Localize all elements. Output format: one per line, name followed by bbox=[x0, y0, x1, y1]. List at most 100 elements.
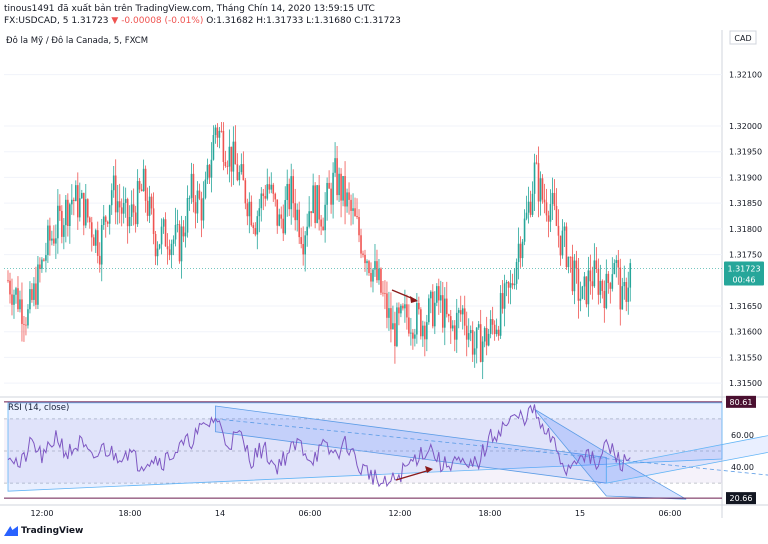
candle-body bbox=[192, 173, 195, 203]
candle-body bbox=[455, 312, 458, 340]
candle-body bbox=[110, 190, 113, 206]
candle-body bbox=[370, 273, 372, 282]
current-price-label: 1.31723 bbox=[727, 264, 760, 273]
price-tick-label: 1.31850 bbox=[729, 199, 762, 208]
candle-body bbox=[603, 291, 606, 309]
candle-body bbox=[629, 263, 632, 288]
price-tick-label: 1.31750 bbox=[729, 251, 762, 260]
candle-body bbox=[531, 193, 534, 215]
candle-body bbox=[15, 288, 17, 295]
candle-body bbox=[130, 204, 133, 217]
candle-body bbox=[23, 323, 25, 325]
candle-body bbox=[43, 259, 45, 261]
candle-body bbox=[515, 262, 518, 284]
candle-body bbox=[505, 282, 508, 284]
candle-body bbox=[338, 173, 340, 196]
candle-body bbox=[420, 309, 422, 337]
candle-body bbox=[372, 269, 374, 282]
candle-body bbox=[172, 239, 175, 244]
candle-body bbox=[366, 261, 368, 264]
candle-body bbox=[354, 208, 356, 217]
price-tick-label: 1.31900 bbox=[729, 173, 762, 182]
candle-body bbox=[497, 329, 500, 336]
candle-body bbox=[410, 332, 412, 334]
candle-body bbox=[394, 323, 396, 347]
price-tick-label: 1.31550 bbox=[729, 353, 762, 362]
time-tick-label: 12:00 bbox=[30, 509, 53, 518]
candle-body bbox=[623, 282, 626, 287]
candle-body bbox=[252, 225, 255, 229]
candle-body bbox=[128, 216, 131, 227]
candle-body bbox=[573, 260, 576, 292]
tradingview-logo[interactable]: TradingView bbox=[4, 526, 83, 536]
candle-body bbox=[166, 246, 169, 250]
candle-body bbox=[418, 302, 420, 310]
candle-body bbox=[517, 243, 520, 263]
candle-body bbox=[348, 192, 350, 200]
candle-body bbox=[513, 283, 516, 286]
candle-body bbox=[438, 286, 440, 301]
candle-body bbox=[439, 295, 442, 301]
candle-body bbox=[368, 261, 370, 274]
candle-body bbox=[63, 225, 65, 237]
last-price: 1.31723 bbox=[71, 16, 109, 26]
brand-label: TradingView bbox=[21, 526, 84, 536]
rsi-tick-label: 60.00 bbox=[731, 431, 754, 440]
candle-body bbox=[617, 260, 620, 268]
candle-body bbox=[577, 268, 580, 301]
candle-body bbox=[591, 281, 594, 287]
candle-body bbox=[597, 269, 600, 295]
candle-body bbox=[408, 317, 410, 334]
drawn-arrow-head bbox=[410, 296, 418, 303]
candle-body bbox=[587, 270, 590, 305]
drawn-channel-up bbox=[605, 435, 768, 484]
candle-body bbox=[404, 304, 406, 309]
candle-body bbox=[581, 286, 584, 299]
candle-body bbox=[120, 207, 123, 214]
candle-body bbox=[553, 192, 556, 206]
candle-body bbox=[73, 199, 75, 201]
candle-body bbox=[186, 198, 189, 233]
candle-body bbox=[152, 208, 155, 234]
candle-body bbox=[236, 164, 239, 181]
candle-body bbox=[396, 307, 398, 347]
candle-body bbox=[324, 204, 326, 231]
candle-body bbox=[447, 314, 450, 317]
candle-body bbox=[158, 244, 161, 249]
candle-body bbox=[549, 204, 552, 222]
candle-body bbox=[294, 203, 296, 221]
candle-body bbox=[342, 176, 344, 201]
candle-body bbox=[412, 332, 414, 339]
candle-body bbox=[304, 235, 306, 255]
candle-body bbox=[509, 283, 512, 288]
candle-body bbox=[318, 185, 320, 220]
candle-body bbox=[519, 243, 522, 259]
candle-body bbox=[477, 324, 480, 328]
candle-body bbox=[529, 201, 532, 215]
candle-body bbox=[184, 232, 187, 237]
candle-body bbox=[607, 273, 610, 283]
candle-body bbox=[543, 199, 546, 203]
candle-body bbox=[350, 199, 352, 211]
candle-body bbox=[465, 325, 468, 340]
candle-body bbox=[336, 158, 338, 196]
candle-body bbox=[326, 182, 328, 205]
candle-body bbox=[37, 264, 39, 305]
candle-body bbox=[386, 293, 388, 318]
candle-body bbox=[77, 185, 79, 218]
candle-body bbox=[230, 146, 233, 172]
candle-body bbox=[541, 178, 544, 200]
candle-body bbox=[272, 184, 275, 194]
candle-body bbox=[449, 316, 452, 329]
rsi-line bbox=[7, 404, 631, 488]
candle-body bbox=[595, 260, 598, 270]
candle-body bbox=[406, 304, 408, 318]
candle-body bbox=[224, 161, 227, 166]
time-tick-label: 15 bbox=[575, 509, 585, 518]
candle-body bbox=[380, 268, 382, 293]
countdown-label: 00:46 bbox=[732, 275, 755, 284]
candle-body bbox=[112, 175, 115, 191]
candle-body bbox=[583, 276, 586, 287]
candle-body bbox=[328, 182, 330, 189]
